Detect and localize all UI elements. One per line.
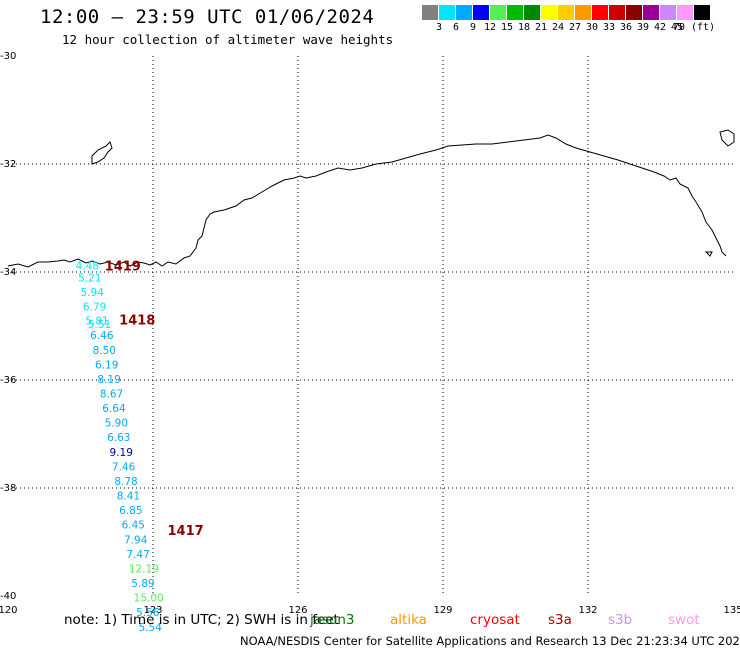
legend-label: 15	[500, 22, 514, 33]
legend-label: 30	[585, 22, 599, 33]
wave-height-value: 7.47	[126, 549, 149, 561]
satellite-name-jason3: jason3	[310, 612, 355, 628]
islet-outline	[704, 251, 713, 257]
wave-height-value: 5.89	[131, 578, 154, 590]
wave-height-value: 5.51	[88, 319, 111, 331]
legend-swatch	[660, 5, 677, 20]
legend-swatch	[524, 5, 541, 20]
legend-swatch	[541, 5, 558, 20]
wave-height-value: 6.45	[122, 520, 145, 532]
wave-height-value: 4.48	[76, 261, 99, 273]
legend-label: 24	[551, 22, 565, 33]
lat-lon-grid	[8, 56, 733, 596]
color-scale-labels: 3 6 9 12 15 18 21 24 27 30 33 36 39 42 45 70 (ft)	[422, 22, 740, 34]
satellite-name-s3a: s3a	[548, 612, 572, 628]
legend-swatch	[609, 5, 626, 20]
satellite-name-cryosat: cryosat	[470, 612, 520, 628]
legend-swatch	[677, 5, 694, 20]
x-tick-label: 123	[143, 605, 162, 616]
wave-height-value: 6.79	[83, 302, 106, 314]
legend-swatch	[694, 5, 711, 20]
kangaroo-island-outline	[91, 141, 113, 165]
wave-height-value: 6.63	[107, 432, 130, 444]
legend-label: 27	[568, 22, 582, 33]
wave-height-value: 6.46	[90, 330, 114, 342]
wave-height-value: 6.85	[119, 505, 142, 517]
wave-height-value: 8.67	[100, 389, 123, 401]
x-tick-label: 120	[0, 605, 18, 616]
legend-swatch	[490, 5, 507, 20]
wave-height-value: 8.19	[97, 374, 120, 386]
legend-swatch	[558, 5, 575, 20]
pass-number-labels: 1419 1418 1417	[105, 260, 204, 540]
legend-label: 42	[653, 22, 667, 33]
footer-credit: NOAA/NESDIS Center for Satellite Applica…	[240, 634, 740, 648]
australia-south-coastline	[7, 134, 727, 268]
satellite-name-s3b: s3b	[608, 612, 633, 628]
legend-swatch	[626, 5, 643, 20]
wave-height-value: 6.19	[95, 359, 118, 371]
y-tick-label: -36	[0, 375, 16, 386]
x-tick-label: 135	[723, 605, 740, 616]
wave-height-value: 12.19	[129, 563, 159, 575]
tasmania-tip-outline	[719, 129, 735, 147]
legend-swatch	[456, 5, 473, 20]
legend-swatch	[575, 5, 592, 20]
color-scale-legend	[422, 5, 711, 20]
wave-height-value: 5.21	[78, 272, 101, 284]
legend-label: 9	[469, 22, 477, 33]
x-tick-label: 129	[433, 605, 452, 616]
legend-label: 45	[670, 22, 684, 33]
legend-swatch	[422, 5, 439, 20]
wave-height-value: 9.19	[110, 447, 133, 459]
legend-label: 12	[483, 22, 497, 33]
y-tick-label: -40	[0, 591, 16, 602]
wave-height-value: 7.46	[112, 461, 136, 473]
altimeter-track-values: 4.485.21 5.94 6.79 5.815.516.46 8.50 6.19 8.19…	[76, 261, 164, 634]
axis-tick-labels: 120 123 126 129 132 135 -30 -32 -34 -36 -38 -40	[0, 51, 740, 616]
wave-height-value: 5.56	[136, 607, 160, 619]
wave-height-value: 6.64	[102, 403, 126, 415]
legend-swatch	[507, 5, 524, 20]
x-tick-label: 132	[578, 605, 597, 616]
legend-swatch	[473, 5, 490, 20]
y-tick-label: -34	[0, 267, 16, 278]
y-tick-label: -30	[0, 51, 16, 62]
pass-number-label: 1418	[119, 314, 155, 329]
page-subtitle: 12 hour collection of altimeter wave hei…	[62, 32, 394, 47]
wave-height-value: 5.54	[139, 622, 163, 634]
y-tick-label: -38	[0, 483, 16, 494]
page-title: 12:00 – 23:59 UTC 01/06/2024	[40, 6, 375, 28]
legend-label: 6	[452, 22, 460, 33]
legend-swatch	[592, 5, 609, 20]
wave-height-value: 15.00	[134, 593, 164, 605]
y-tick-label: -32	[0, 159, 16, 170]
wave-height-value: 7.94	[124, 534, 148, 546]
footer-note: note: 1) Time is in UTC; 2) SWH is in fe…	[64, 612, 339, 628]
pass-number-label: 1417	[168, 524, 204, 539]
legend-label: 18	[517, 22, 531, 33]
legend-label: 36	[619, 22, 633, 33]
wave-height-value: 8.41	[117, 491, 140, 503]
wave-height-value: 8.50	[93, 345, 116, 357]
satellite-name-swot: swot	[668, 612, 700, 628]
x-tick-label: 126	[288, 605, 307, 616]
legend-label: 21	[534, 22, 548, 33]
legend-label: 39	[636, 22, 650, 33]
legend-label: 33	[602, 22, 616, 33]
wave-height-value: 8.78	[114, 476, 137, 488]
wave-height-value: 5.94	[81, 287, 105, 299]
legend-swatch	[439, 5, 456, 20]
wave-height-value: 5.90	[105, 418, 128, 430]
legend-label: 70 (ft)	[672, 22, 716, 33]
satellite-name-altika: altika	[390, 612, 427, 628]
legend-label: 3	[435, 22, 443, 33]
pass-number-label: 1419	[105, 260, 141, 275]
wave-height-value: 5.81	[85, 316, 108, 328]
legend-swatch	[643, 5, 660, 20]
